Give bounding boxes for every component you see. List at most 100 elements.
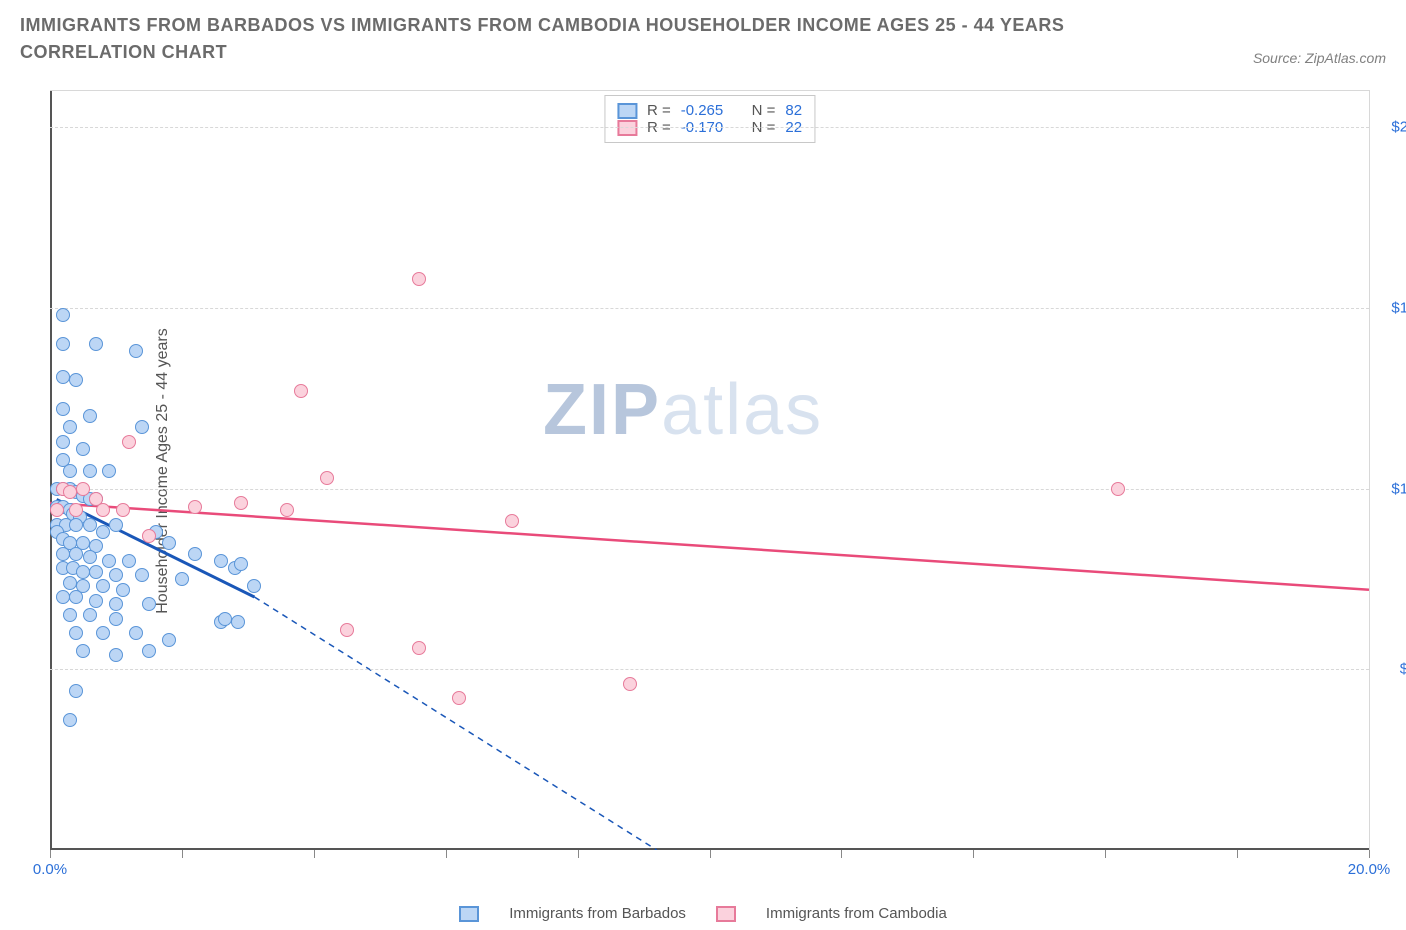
data-point (452, 691, 466, 705)
data-point (234, 496, 248, 510)
x-tick-label: 20.0% (1348, 861, 1391, 878)
data-point (89, 565, 103, 579)
data-point (69, 373, 83, 387)
data-point (294, 384, 308, 398)
data-point (320, 471, 334, 485)
gridline (50, 127, 1369, 128)
data-point (129, 344, 143, 358)
data-point (188, 500, 202, 514)
data-point (69, 684, 83, 698)
data-point (218, 612, 232, 626)
data-point (122, 435, 136, 449)
y-tick-label: $200,000 (1374, 119, 1406, 136)
data-point (96, 579, 110, 593)
data-point (231, 615, 245, 629)
data-point (56, 547, 70, 561)
y-axis (50, 91, 52, 850)
data-point (505, 514, 519, 528)
data-point (623, 677, 637, 691)
data-point (63, 713, 77, 727)
data-point (56, 435, 70, 449)
data-point (56, 337, 70, 351)
data-point (69, 518, 83, 532)
y-axis-label: Householder Income Ages 25 - 44 years (154, 328, 172, 614)
x-tick (841, 850, 842, 858)
legend-swatch-cambodia (716, 906, 736, 922)
data-point (83, 409, 97, 423)
data-point (69, 626, 83, 640)
x-tick (1237, 850, 1238, 858)
data-point (109, 597, 123, 611)
legend-swatch (617, 103, 637, 119)
data-point (63, 464, 77, 478)
data-point (340, 623, 354, 637)
data-point (89, 594, 103, 608)
gridline (50, 489, 1369, 490)
data-point (412, 641, 426, 655)
data-point (76, 565, 90, 579)
data-point (234, 557, 248, 571)
data-point (83, 608, 97, 622)
data-point (142, 644, 156, 658)
data-point (135, 420, 149, 434)
data-point (76, 482, 90, 496)
data-point (142, 529, 156, 543)
data-point (76, 442, 90, 456)
data-point (162, 536, 176, 550)
data-point (109, 648, 123, 662)
legend-swatch-barbados (459, 906, 479, 922)
data-point (109, 612, 123, 626)
data-point (96, 626, 110, 640)
data-point (102, 464, 116, 478)
legend-label-cambodia: Immigrants from Cambodia (766, 905, 947, 922)
x-tick (1105, 850, 1106, 858)
data-point (109, 518, 123, 532)
series-legend: Immigrants from Barbados Immigrants from… (0, 905, 1406, 922)
data-point (129, 626, 143, 640)
data-point (412, 272, 426, 286)
data-point (76, 644, 90, 658)
data-point (247, 579, 261, 593)
regression-lines (50, 91, 1369, 850)
source-label: Source: ZipAtlas.com (1253, 50, 1386, 66)
data-point (56, 308, 70, 322)
data-point (83, 550, 97, 564)
data-point (116, 583, 130, 597)
data-point (63, 576, 77, 590)
legend-row: R = -0.265 N = 82 (617, 102, 802, 119)
data-point (175, 572, 189, 586)
chart-title: IMMIGRANTS FROM BARBADOS VS IMMIGRANTS F… (20, 12, 1120, 66)
y-tick-label: $100,000 (1374, 480, 1406, 497)
data-point (96, 525, 110, 539)
x-tick (1369, 850, 1370, 858)
data-point (56, 370, 70, 384)
data-point (109, 568, 123, 582)
data-point (135, 568, 149, 582)
data-point (188, 547, 202, 561)
data-point (280, 503, 294, 517)
data-point (102, 554, 116, 568)
data-point (96, 503, 110, 517)
data-point (83, 518, 97, 532)
data-point (83, 464, 97, 478)
x-tick (446, 850, 447, 858)
data-point (63, 608, 77, 622)
legend-label-barbados: Immigrants from Barbados (509, 905, 686, 922)
scatter-chart: Householder Income Ages 25 - 44 years ZI… (50, 90, 1370, 850)
data-point (69, 547, 83, 561)
data-point (56, 590, 70, 604)
gridline (50, 308, 1369, 309)
data-point (50, 503, 64, 517)
watermark: ZIPatlas (543, 369, 823, 451)
data-point (56, 402, 70, 416)
data-point (1111, 482, 1125, 496)
data-point (122, 554, 136, 568)
x-tick (578, 850, 579, 858)
y-tick-label: $50,000 (1374, 661, 1406, 678)
data-point (69, 503, 83, 517)
y-tick-label: $150,000 (1374, 299, 1406, 316)
data-point (69, 590, 83, 604)
data-point (214, 554, 228, 568)
data-point (116, 503, 130, 517)
gridline (50, 669, 1369, 670)
